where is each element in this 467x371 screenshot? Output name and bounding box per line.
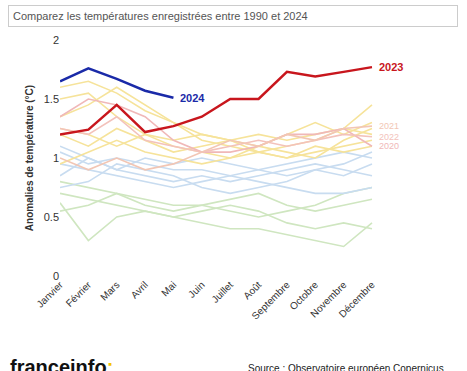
svg-text:Mars: Mars — [98, 279, 122, 303]
svg-text:Source : Observatoire européen: Source : Observatoire européen Copernicu… — [248, 363, 444, 371]
svg-text:Juillet: Juillet — [209, 279, 235, 305]
svg-text:Novembre: Novembre — [308, 279, 349, 320]
svg-text:Septembre: Septembre — [249, 279, 292, 322]
svg-text:0.5: 0.5 — [44, 211, 59, 223]
svg-text:1: 1 — [53, 152, 59, 164]
svg-text:1.5: 1.5 — [44, 93, 59, 105]
svg-text:Janvier: Janvier — [34, 279, 65, 310]
svg-text:franceinfo:: franceinfo: — [10, 356, 113, 371]
svg-text:Décembre: Décembre — [337, 279, 378, 320]
svg-text:2020: 2020 — [379, 141, 399, 151]
svg-text:2: 2 — [53, 34, 59, 46]
svg-text:Mai: Mai — [159, 279, 178, 298]
svg-text:Août: Août — [241, 279, 263, 301]
svg-text:2024: 2024 — [180, 92, 205, 104]
svg-text:Avril: Avril — [129, 279, 150, 300]
svg-text:0: 0 — [53, 270, 59, 282]
svg-text:Comparez les températures enre: Comparez les températures enregistrées e… — [13, 10, 308, 22]
svg-text:Février: Février — [64, 279, 94, 309]
svg-text:Octobre: Octobre — [287, 279, 320, 312]
svg-text:2021: 2021 — [379, 121, 399, 131]
svg-text:2023: 2023 — [379, 61, 403, 73]
svg-text:2022: 2022 — [379, 132, 399, 142]
svg-text:Juin: Juin — [186, 279, 207, 300]
svg-text:Anomalies de température (°C): Anomalies de température (°C) — [24, 85, 35, 231]
